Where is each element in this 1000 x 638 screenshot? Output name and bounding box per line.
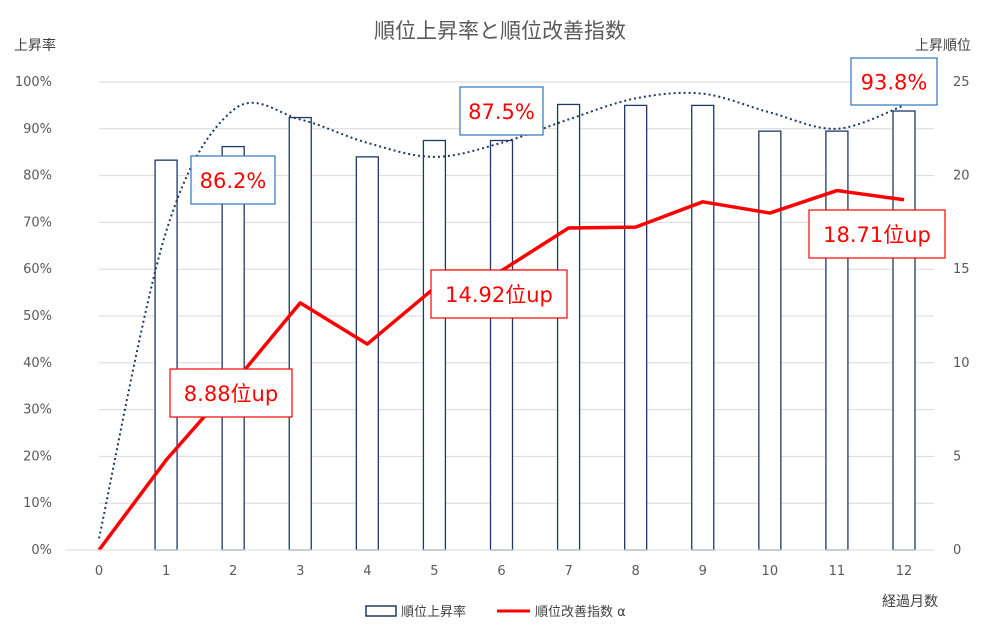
trend-series [98, 91, 905, 539]
bar [892, 110, 916, 551]
callout: 14.92位up [430, 269, 568, 319]
right-tick-label: 10 [953, 356, 970, 371]
bar [624, 104, 648, 551]
callout-label: 93.8% [861, 71, 928, 95]
trend-line [98, 91, 905, 539]
bar [154, 159, 178, 551]
chart-title: 順位上昇率と順位改善指数 [374, 19, 626, 43]
right-axis-title: 上昇順位 [915, 38, 971, 54]
left-tick-label: 80% [23, 169, 52, 184]
callout: 18.71位up [808, 209, 946, 259]
axes: 0%10%20%30%40%50%60%70%80%90%100%0510152… [15, 75, 970, 579]
left-tick-label: 30% [23, 403, 52, 418]
legend-label-line: 順位改善指数 α [535, 604, 626, 620]
callout-box [459, 86, 544, 136]
left-tick-label: 40% [23, 356, 52, 371]
left-tick-label: 60% [23, 262, 52, 277]
x-tick-label: 3 [296, 564, 304, 579]
bar [758, 130, 782, 551]
callout: 86.2% [190, 155, 276, 205]
callout-box [850, 57, 938, 106]
left-tick-label: 70% [23, 215, 52, 230]
bar [422, 139, 447, 551]
left-tick-label: 0% [31, 543, 52, 558]
legend-swatch-bars [365, 605, 397, 617]
callout-label: 14.92位up [445, 283, 553, 307]
callout-label: 18.71位up [823, 223, 931, 247]
x-tick-label: 2 [229, 564, 237, 579]
left-tick-label: 90% [23, 122, 52, 137]
callout-label: 87.5% [468, 100, 535, 124]
callout-box [430, 269, 568, 319]
left-tick-label: 20% [23, 449, 52, 464]
callout-label: 86.2% [200, 169, 267, 193]
callouts: 86.2% 87.5% 93.8% 8.88位up 14.92位up 18.71位up [169, 57, 946, 418]
bar [489, 139, 514, 551]
callout-label: 8.88位up [184, 382, 278, 406]
bar [355, 156, 379, 551]
x-tick-label: 0 [95, 564, 103, 579]
x-tick-label: 5 [430, 564, 438, 579]
x-tick-label: 12 [896, 564, 913, 579]
callout: 8.88位up [169, 368, 293, 418]
x-tick-label: 9 [699, 564, 707, 579]
right-tick-label: 25 [953, 75, 970, 90]
bar [691, 104, 715, 551]
right-tick-label: 5 [953, 449, 961, 464]
right-tick-label: 15 [953, 262, 970, 277]
callout: 93.8% [850, 57, 938, 106]
x-tick-label: 8 [632, 564, 640, 579]
callout-box [190, 155, 276, 205]
left-axis-title: 上昇率 [14, 37, 56, 54]
x-tick-label: 10 [762, 564, 779, 579]
x-tick-label: 4 [363, 564, 371, 579]
bar [556, 103, 581, 551]
bar [288, 116, 312, 551]
right-tick-label: 0 [953, 543, 961, 558]
x-tick-label: 1 [162, 564, 170, 579]
bar [221, 145, 245, 551]
right-tick-label: 20 [953, 169, 970, 184]
left-tick-label: 10% [23, 496, 52, 511]
callout-box [169, 368, 293, 418]
x-tick-label: 6 [497, 564, 505, 579]
legend: 順位上昇率 順位改善指数 α [365, 604, 626, 620]
legend-label-bars: 順位上昇率 [401, 604, 466, 620]
callout: 87.5% [459, 86, 544, 136]
x-axis-title: 経過月数 [882, 594, 938, 610]
x-tick-label: 11 [829, 564, 846, 579]
left-tick-label: 50% [23, 309, 52, 324]
left-tick-label: 100% [15, 75, 52, 90]
callout-box [808, 209, 946, 259]
x-tick-label: 7 [564, 564, 572, 579]
